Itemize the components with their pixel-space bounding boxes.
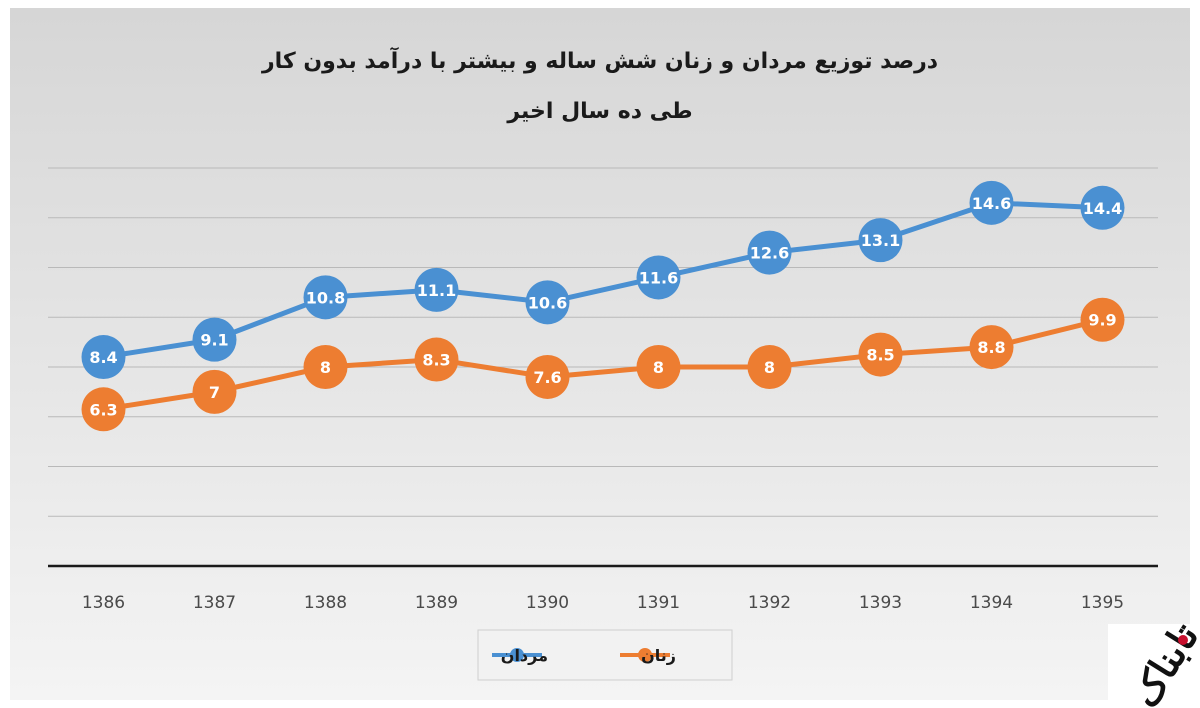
data-marker [81,335,126,380]
data-point-women: 9.9 [1080,297,1125,342]
data-marker [303,275,348,320]
data-point-women: 8.8 [969,325,1014,370]
logo: تابناک [1108,615,1200,708]
data-marker [1080,185,1125,230]
x-tick-label: 1395 [1081,593,1124,613]
data-label: 7 [209,383,220,402]
x-tick-label: 1388 [304,593,347,613]
data-point-men: 14.4 [1080,185,1125,230]
data-point-women: 8 [303,345,348,389]
data-marker [192,317,237,362]
data-label: 14.4 [1083,199,1122,218]
series-line-men [103,200,1103,360]
data-marker [525,280,570,325]
data-label: 7.6 [533,368,561,387]
data-label: 8 [764,358,775,377]
data-marker [81,387,126,432]
data-point-women: 7.6 [525,354,570,399]
data-label: 10.8 [306,288,345,307]
x-tick-label: 1387 [193,593,236,613]
data-marker [747,345,792,389]
data-label: 6.3 [89,400,117,419]
data-point-men: 10.8 [303,275,348,320]
data-label: 12.6 [750,244,789,263]
series-lines [103,200,1104,412]
data-marker [969,180,1014,225]
data-point-men: 11.1 [414,267,459,312]
data-label: 8.5 [866,346,894,365]
data-marker [1080,297,1125,342]
data-label: 9.1 [200,331,228,350]
logo-accent-dot [1178,635,1188,645]
data-marker [858,218,903,263]
data-marker [192,369,237,414]
x-tick-label: 1386 [82,593,125,613]
data-label: 8.4 [89,348,117,367]
data-point-men: 8.4 [81,335,126,380]
data-point-men: 14.6 [969,180,1014,225]
data-label: 13.1 [861,231,900,250]
data-label: 8 [320,358,331,377]
data-marker [525,354,570,399]
data-point-men: 10.6 [525,280,570,325]
data-label: 8.8 [977,338,1005,357]
x-tick-label: 1394 [970,593,1013,613]
data-point-men: 9.1 [192,317,237,362]
data-marker [969,325,1014,370]
data-point-men: 13.1 [858,218,903,263]
data-point-men: 12.6 [747,230,792,275]
data-label: 8.3 [422,351,450,370]
data-point-men: 11.6 [636,255,681,300]
data-label: 10.6 [528,293,567,312]
data-marker [636,345,681,389]
data-marker [303,345,348,389]
series-markers: 8.4 9.1 10.8 11.1 10.6 11.6 12.6 13.1 14.6 14.4 6.… [81,180,1125,432]
data-marker [414,337,459,382]
x-tick-label: 1390 [526,593,569,613]
x-tick-label: 1389 [415,593,458,613]
data-point-women: 6.3 [81,387,126,432]
data-point-women: 8.3 [414,337,459,382]
legend-marker-women [638,648,652,662]
data-marker [858,332,903,377]
legend-label-women: زنان [641,646,676,665]
x-tick-labels: 1386 1387 1388 1389 1390 1391 1392 1393 1394 1395 [82,593,1124,613]
data-marker [636,255,681,300]
data-point-women: 8 [636,345,681,389]
legend-label-men: مردان [501,646,548,665]
data-marker [414,267,459,312]
legend: مردان زنان [477,629,733,681]
data-marker [747,230,792,275]
data-label: 11.1 [417,281,456,300]
legend-marker-men [510,648,524,662]
data-point-women: 7 [192,369,237,414]
data-point-women: 8 [747,345,792,389]
series-line-women [103,317,1104,412]
data-label: 9.9 [1088,311,1116,330]
data-label: 14.6 [972,194,1011,213]
gridlines [48,167,1158,517]
x-tick-label: 1391 [637,593,680,613]
chart-subtitle: طی ده سال اخیر [506,99,692,124]
data-label: 8 [653,358,664,377]
chart-title: درصد توزیع مردان و زنان شش ساله و بیشتر … [261,46,938,74]
x-tick-label: 1392 [748,593,791,613]
data-label: 11.6 [639,268,678,287]
x-tick-label: 1393 [859,593,902,613]
data-point-women: 8.5 [858,332,903,377]
